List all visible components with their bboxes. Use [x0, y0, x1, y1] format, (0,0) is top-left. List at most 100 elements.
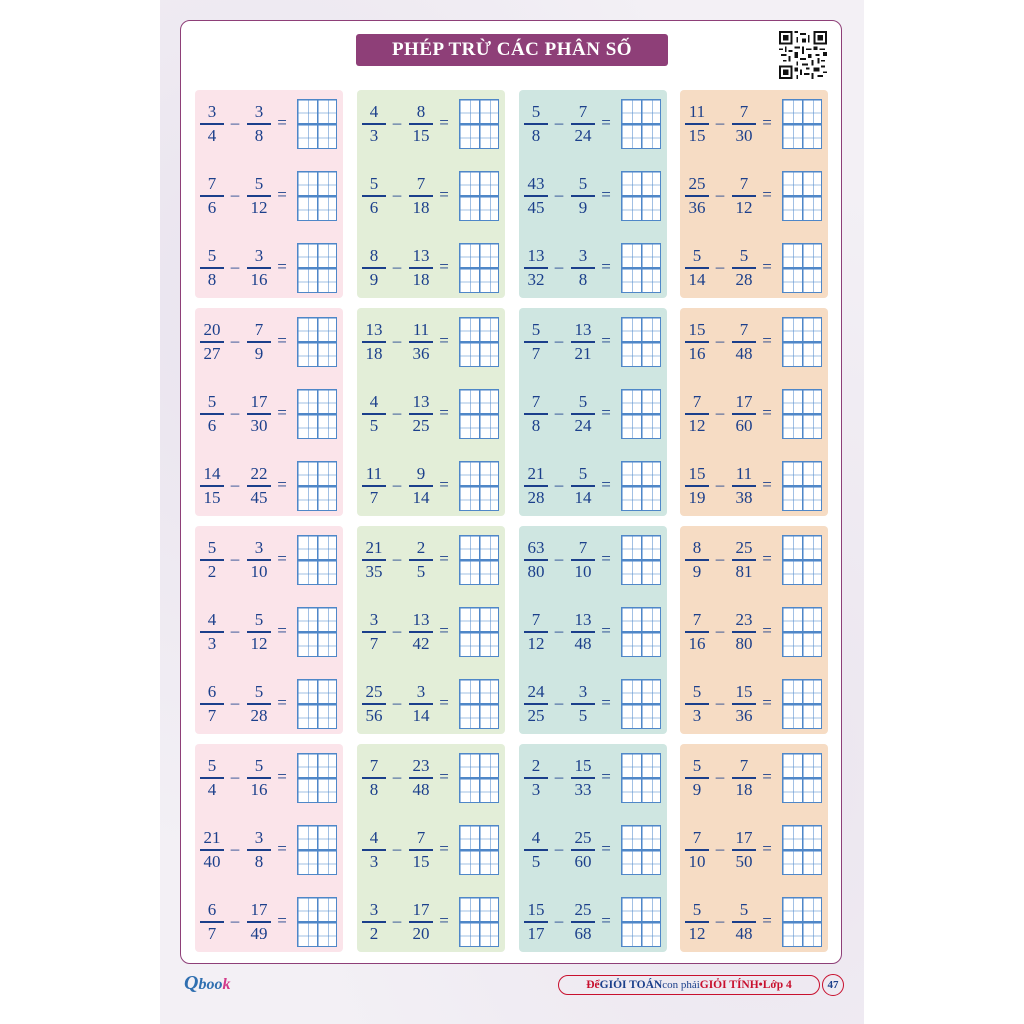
- minus-sign: –: [554, 693, 564, 712]
- numerator: 3: [369, 900, 379, 919]
- numerator: 5: [207, 538, 217, 557]
- answer-box[interactable]: [782, 679, 822, 729]
- answer-box[interactable]: [297, 607, 337, 657]
- answer-box[interactable]: [782, 171, 822, 221]
- numerator: 7: [531, 392, 541, 411]
- denominator: 9: [692, 779, 702, 799]
- subtraction-problem: 7 8–23 48 =: [357, 747, 505, 807]
- exercise-block: 5 9–7 18 = 7 10–17 50 = 5 12–5 48 =: [680, 744, 828, 952]
- answer-box[interactable]: [621, 825, 661, 875]
- second-fraction: 17 60: [729, 392, 759, 436]
- answer-box[interactable]: [459, 825, 499, 875]
- numerator: 5: [692, 756, 702, 775]
- fraction-bar: [362, 631, 386, 633]
- answer-box[interactable]: [297, 461, 337, 511]
- fraction-bar: [732, 777, 756, 779]
- equals-sign: =: [601, 475, 611, 494]
- subtraction-problem: 7 12–13 48 =: [519, 601, 667, 661]
- answer-box[interactable]: [621, 317, 661, 367]
- answer-box[interactable]: [621, 171, 661, 221]
- denominator: 25: [527, 705, 545, 725]
- answer-box[interactable]: [459, 679, 499, 729]
- answer-box[interactable]: [459, 99, 499, 149]
- numerator: 13: [365, 320, 383, 339]
- first-fraction: 25 36: [682, 174, 712, 218]
- answer-box[interactable]: [297, 99, 337, 149]
- answer-box[interactable]: [459, 897, 499, 947]
- answer-box[interactable]: [459, 243, 499, 293]
- first-fraction: 14 15: [197, 464, 227, 508]
- answer-box[interactable]: [297, 171, 337, 221]
- numerator: 11: [365, 464, 383, 483]
- exercise-block: 5 8–7 24 = 43 45–5 9 = 13 32–3 8 =: [519, 90, 667, 298]
- answer-box[interactable]: [782, 461, 822, 511]
- denominator: 8: [254, 851, 264, 871]
- answer-box[interactable]: [621, 535, 661, 585]
- answer-box[interactable]: [459, 535, 499, 585]
- answer-box[interactable]: [297, 753, 337, 803]
- answer-box[interactable]: [782, 535, 822, 585]
- numerator: 5: [531, 102, 541, 121]
- answer-box[interactable]: [621, 607, 661, 657]
- denominator: 25: [412, 415, 430, 435]
- answer-box[interactable]: [782, 753, 822, 803]
- fraction-bar: [571, 921, 595, 923]
- answer-box[interactable]: [782, 243, 822, 293]
- answer-box[interactable]: [621, 243, 661, 293]
- second-fraction: 5 14: [568, 464, 598, 508]
- answer-box[interactable]: [297, 897, 337, 947]
- answer-box[interactable]: [782, 825, 822, 875]
- answer-box[interactable]: [459, 753, 499, 803]
- denominator: 9: [578, 197, 588, 217]
- answer-box[interactable]: [621, 897, 661, 947]
- answer-box[interactable]: [297, 825, 337, 875]
- answer-box[interactable]: [621, 679, 661, 729]
- answer-box[interactable]: [297, 679, 337, 729]
- denominator: 7: [207, 705, 217, 725]
- minus-sign: –: [230, 185, 240, 204]
- answer-box[interactable]: [297, 535, 337, 585]
- first-fraction: 15 19: [682, 464, 712, 508]
- answer-box[interactable]: [297, 317, 337, 367]
- answer-box[interactable]: [459, 317, 499, 367]
- answer-box[interactable]: [297, 389, 337, 439]
- equals-sign: =: [277, 839, 287, 858]
- fraction-bar: [732, 195, 756, 197]
- denominator: 18: [412, 197, 430, 217]
- fraction-bar: [362, 921, 386, 923]
- answer-box[interactable]: [782, 99, 822, 149]
- denominator: 5: [531, 851, 541, 871]
- denominator: 60: [735, 415, 753, 435]
- fraction-bar: [571, 631, 595, 633]
- answer-box[interactable]: [782, 607, 822, 657]
- answer-box[interactable]: [621, 99, 661, 149]
- equals-sign: =: [762, 113, 772, 132]
- answer-box[interactable]: [621, 753, 661, 803]
- fraction-bar: [524, 777, 548, 779]
- answer-box[interactable]: [621, 461, 661, 511]
- answer-box[interactable]: [459, 171, 499, 221]
- fraction-bar: [409, 849, 433, 851]
- numerator: 3: [254, 828, 264, 847]
- answer-box[interactable]: [297, 243, 337, 293]
- numerator: 7: [692, 828, 702, 847]
- equals-sign: =: [601, 549, 611, 568]
- answer-box[interactable]: [782, 317, 822, 367]
- equals-sign: =: [762, 185, 772, 204]
- second-fraction: 3 10: [244, 538, 274, 582]
- numerator: 13: [412, 246, 430, 265]
- answer-box[interactable]: [459, 607, 499, 657]
- answer-box[interactable]: [459, 461, 499, 511]
- answer-box[interactable]: [459, 389, 499, 439]
- minus-sign: –: [715, 693, 725, 712]
- answer-box[interactable]: [782, 389, 822, 439]
- denominator: 40: [203, 851, 221, 871]
- answer-box[interactable]: [621, 389, 661, 439]
- answer-box[interactable]: [782, 897, 822, 947]
- first-fraction: 5 12: [682, 900, 712, 944]
